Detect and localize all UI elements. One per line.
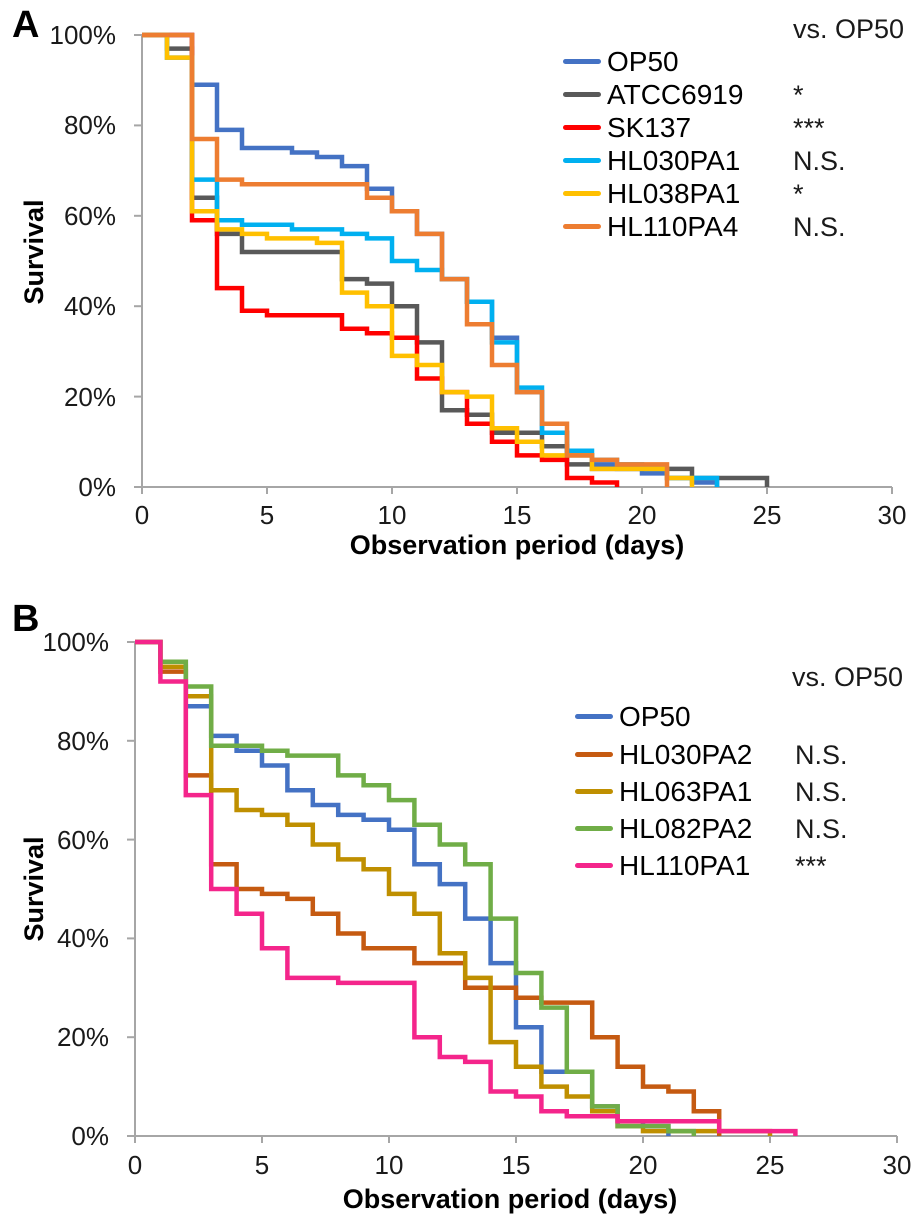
panel-a-legend-label-hl030pa1: HL030PA1 (607, 145, 741, 176)
panel-b-letter: B (12, 598, 40, 640)
panel-a-significance-hl030pa1: N.S. (793, 146, 846, 176)
panel-a-y-tick-label: 100% (49, 20, 117, 50)
panel-b-curve-hl110pa1 (135, 639, 798, 1136)
panel-b-curve-hl030pa2 (135, 639, 722, 1136)
panel-b-x-tick-label: 25 (755, 1150, 785, 1180)
panel-a-x-tick-label: 20 (627, 500, 657, 530)
panel-b-y-tick-label: 100% (42, 627, 110, 657)
panel-a-legend-label-sk137: SK137 (607, 112, 692, 143)
panel-b-y-tick-label: 60% (56, 824, 109, 855)
panel-a-curve-sk137 (142, 32, 620, 487)
panel-b-legend-swatch-hl082pa2 (575, 826, 613, 831)
panel-a-significance-sk137: *** (793, 113, 825, 143)
panel-b-x-tick-label: 0 (127, 1150, 143, 1180)
panel-b-y-tick-label: 40% (56, 923, 109, 954)
panel-b-x-axis-title: Observation period (days) (342, 1184, 678, 1214)
panel-b-x-tick-label: 15 (501, 1150, 531, 1180)
panel-b-significance-hl063pa1: N.S. (795, 777, 848, 807)
panel-b-significance-hl030pa2: N.S. (795, 740, 848, 770)
panel-b-legend-label-hl030pa2: HL030PA2 (619, 739, 753, 770)
panel-a-legend-swatch-op50 (563, 59, 601, 64)
panel-a-legend-label-atcc6919: ATCC6919 (607, 79, 744, 110)
panel-b-y-tick-label: 80% (56, 725, 109, 756)
panel-a-x-tick-label: 0 (134, 500, 150, 530)
panel-b-legend-swatch-hl110pa1 (575, 863, 613, 868)
panel-b-legend-swatch-hl030pa2 (575, 752, 613, 757)
panel-b-legend-swatch-hl063pa1 (575, 789, 613, 794)
panel-a-x-tick-label: 10 (377, 500, 407, 530)
panel-a-legend-swatch-hl110pa4 (563, 224, 601, 229)
panel-a-y-tick-label: 20% (63, 381, 116, 412)
panel-b-y-tick-label: 20% (56, 1022, 109, 1053)
panel-b-legend-label-hl082pa2: HL082PA2 (619, 813, 753, 844)
panel-b-legend-label-op50: OP50 (619, 701, 691, 732)
panel-a-significance-hl038pa1: * (793, 179, 804, 209)
panel-b-x-tick-label: 20 (628, 1150, 658, 1180)
panel-b-x-tick-label: 10 (374, 1150, 404, 1180)
panel-a-axes (141, 35, 892, 488)
panel-b-significance-hl082pa2: N.S. (795, 814, 848, 844)
panel-a-x-tick-label: 25 (752, 500, 782, 530)
panel-a-legend-swatch-atcc6919 (563, 92, 601, 97)
panel-b-legend-swatch-op50 (575, 714, 613, 719)
panel-a-legend-swatch-hl038pa1 (563, 191, 601, 196)
panel-a-y-tick-label: 60% (63, 200, 116, 231)
panel-a-legend-swatch-hl030pa1 (563, 158, 601, 163)
panel-b-y-tick-label: 0% (71, 1121, 109, 1151)
panel-b-legend-label-hl063pa1: HL063PA1 (619, 776, 753, 807)
panel-a-x-tick-label: 15 (502, 500, 532, 530)
panel-a-legend-label-op50: OP50 (607, 46, 679, 77)
panel-a-significance-hl110pa4: N.S. (793, 212, 846, 242)
panel-a-x-tick-label: 30 (877, 500, 907, 530)
panel-a-y-tick-label: 0% (78, 472, 116, 502)
panel-a-y-tick-label: 80% (63, 110, 116, 141)
panel-b-legend-label-hl110pa1: HL110PA1 (619, 850, 751, 881)
panel-a-y-tick-label: 40% (63, 291, 116, 322)
panel-b-curve-hl082pa2 (135, 639, 697, 1136)
panel-a-letter: A (12, 4, 40, 46)
panel-b-legend-header: vs. OP50 (792, 662, 904, 692)
panel-b-x-tick-label: 5 (254, 1150, 270, 1180)
panel-a-legend-label-hl110pa4: HL110PA4 (607, 211, 739, 242)
panel-a-legend-header: vs. OP50 (793, 14, 905, 44)
panel-a-significance-atcc6919: * (793, 80, 804, 110)
panel-b-x-tick-label: 30 (882, 1150, 912, 1180)
panel-a-legend-label-hl038pa1: HL038PA1 (607, 178, 741, 209)
panel-a-legend-swatch-sk137 (563, 125, 601, 130)
panel-a-x-axis-title: Observation period (days) (349, 530, 685, 560)
panel-a-curve-hl110pa4 (142, 32, 670, 487)
panel-b-significance-hl110pa1: *** (795, 851, 827, 881)
panel-a-x-tick-label: 5 (259, 500, 275, 530)
